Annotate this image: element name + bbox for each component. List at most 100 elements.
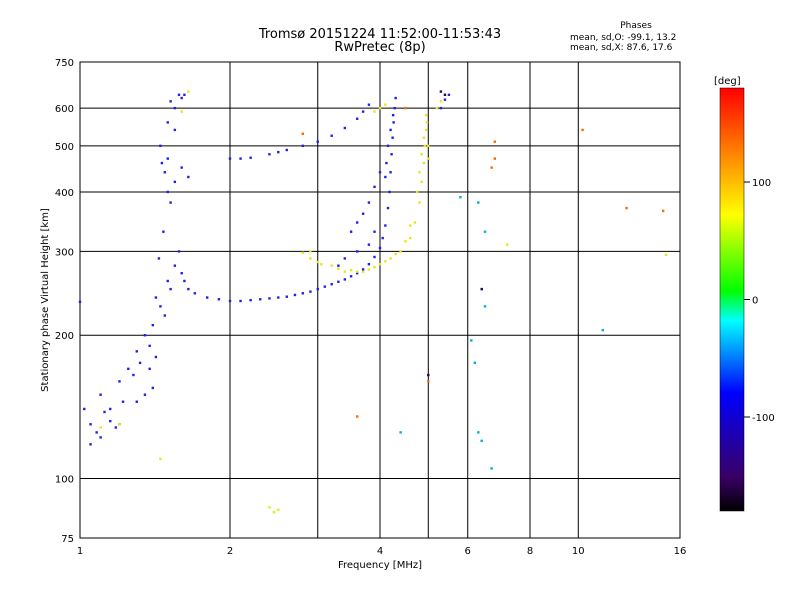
point-O-42 [330,283,333,286]
point-O-113 [337,264,340,267]
chart-subtitle: RwPretec (8p) [334,40,426,55]
point-dark-1 [480,287,483,291]
point-O-23 [177,250,181,253]
point-O-22 [173,264,177,267]
point-O-72 [173,180,177,184]
colorbar-tick-label--100: -100 [752,413,775,424]
point-X-19 [420,153,423,156]
point-X-36 [118,423,121,426]
point-X-3 [330,264,333,267]
point-X-23 [404,240,407,243]
point-O-93 [316,140,319,143]
point-X-16 [424,128,428,132]
point-X-7 [378,263,382,266]
y-axis-label: Stationary phase Virtual Height [km] [40,208,51,392]
point-O-37 [293,293,297,297]
point-O-60 [394,96,397,100]
point-O-48 [367,263,371,266]
point-O-100 [99,436,102,439]
point-O-1 [83,407,86,411]
point-cyan-8 [399,431,402,434]
point-O-77 [177,93,181,96]
x-axis-ticks: 1 2 4 6 8 10 16 [77,546,687,557]
point-O-10 [127,367,130,371]
point-O-41 [323,285,327,288]
point-O-4 [99,393,102,396]
x-tick-label-8: 8 [527,546,533,557]
point-O-114 [355,221,359,224]
point-X-35 [99,426,102,429]
y-tick-label-300: 300 [55,247,74,258]
point-X-31 [439,100,443,103]
point-X-39 [187,90,190,93]
point-O-15 [148,344,151,348]
x-tick-label-10: 10 [572,546,585,557]
point-O-116 [361,212,365,215]
point-X-30 [435,106,438,110]
point-O-95 [343,126,347,130]
point-cyan-4 [473,361,477,365]
point-O-76 [173,106,177,110]
point-O-82 [160,161,164,165]
point-X-25 [384,260,387,263]
point-cyan-2 [483,230,487,233]
point-dark-2 [439,90,443,93]
x-axis-label: Frequency [MHz] [338,560,422,571]
point-O-6 [109,419,112,423]
point-X-47 [424,113,428,117]
point-O-70 [159,144,162,148]
point-O-40 [316,287,319,291]
point-X-12 [418,201,421,204]
colorbar-label: [deg] [714,76,741,87]
point-O-50 [378,246,382,250]
point-X-46 [427,144,430,148]
point-O-107 [154,296,158,299]
y-tick-label-200: 200 [55,331,74,342]
point-O-57 [391,136,394,139]
point-O-84 [166,190,169,194]
point-O-118 [373,185,376,189]
point-O-108 [157,257,161,260]
phases-o-stats: mean, sd,O: -99.1, 13.2 [570,33,677,43]
point-O-111 [447,93,451,96]
point-O-106 [148,367,151,371]
point-O-2 [89,423,92,426]
point-cyan-0 [459,195,462,199]
point-O-0 [78,300,82,304]
point-X-20 [418,171,421,174]
point-O-92 [301,144,305,148]
point-O-53 [386,206,390,210]
phases-x-stats: mean, sd,X: 87.6, 17.6 [570,43,673,53]
point-O-52 [384,224,387,227]
point-O-13 [138,361,142,365]
point-X-29 [337,267,340,270]
point-O-49 [373,255,376,259]
point-O-89 [268,153,271,156]
point-O-101 [109,407,112,411]
point-other-9 [301,132,305,135]
point-O-58 [392,121,395,124]
point-O-90 [277,150,280,154]
point-O-73 [180,166,183,169]
point-X-21 [415,190,419,194]
point-O-65 [384,175,387,179]
point-O-21 [169,287,172,291]
point-O-38 [301,292,305,295]
point-X-44 [664,253,668,257]
point-O-80 [166,121,169,124]
point-O-11 [132,373,135,377]
point-O-12 [135,350,138,353]
point-other-1 [625,206,628,210]
y-tick-label-400: 400 [55,188,74,199]
point-cyan-11 [483,305,487,308]
point-O-115 [349,230,353,233]
point-O-88 [249,156,252,159]
point-O-109 [162,230,165,233]
chart-title: Tromsø 20151224 11:52:00-11:53:43 [258,27,502,42]
point-O-119 [378,171,382,174]
y-tick-label-75: 75 [61,534,74,545]
colorbar-tick-label-0: 0 [752,296,758,307]
point-O-17 [154,355,158,359]
point-O-97 [361,110,365,113]
